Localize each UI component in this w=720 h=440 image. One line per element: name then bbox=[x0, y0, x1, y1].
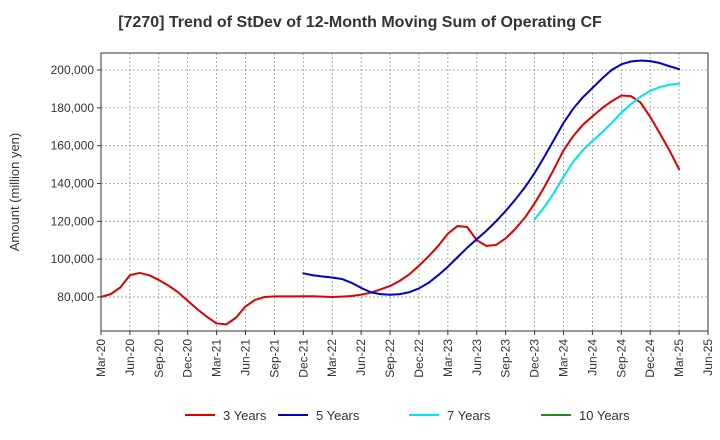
x-tick-label: Jun-21 bbox=[239, 339, 253, 376]
axis-layer: Mar-20 Jun-20 Sep-20 Dec-20 Mar-21 Jun-21 Sep-… bbox=[51, 63, 715, 378]
x-tick-label: Dec-20 bbox=[181, 339, 195, 378]
x-tick-label: Mar-25 bbox=[672, 339, 686, 377]
series-line-5-years bbox=[302, 59, 681, 296]
x-tick-label: Jun-24 bbox=[585, 339, 599, 376]
chart-title: [7270] Trend of StDev of 12-Month Moving… bbox=[118, 14, 602, 31]
y-tick-label: 120,000 bbox=[51, 214, 95, 228]
x-tick-label: Jun-25 bbox=[701, 339, 715, 376]
x-tick-label: Jun-20 bbox=[123, 339, 137, 376]
y-tick-label: 200,000 bbox=[51, 63, 95, 77]
x-tick-label: Dec-22 bbox=[412, 339, 426, 378]
x-tick-label: Sep-20 bbox=[152, 339, 166, 378]
y-axis-title: Amount (million yen) bbox=[7, 133, 22, 252]
series-line-7-years bbox=[533, 82, 681, 221]
grid-layer bbox=[100, 53, 709, 331]
legend: 3 Years 5 Years 7 Years 10 Years bbox=[185, 408, 630, 423]
x-tick-label: Mar-23 bbox=[441, 339, 455, 377]
series-line-3-years bbox=[100, 94, 681, 326]
y-tick-label: 160,000 bbox=[51, 139, 95, 153]
series-layer bbox=[100, 59, 681, 326]
y-tick-label: 140,000 bbox=[51, 176, 95, 190]
x-tick-label: Mar-22 bbox=[325, 339, 339, 377]
x-tick-label: Dec-21 bbox=[296, 339, 310, 378]
x-tick-label: Sep-23 bbox=[499, 339, 513, 378]
legend-label: 3 Years bbox=[223, 408, 267, 423]
plot-frame bbox=[100, 52, 709, 332]
plot-area bbox=[101, 53, 708, 331]
x-tick-label: Dec-23 bbox=[528, 339, 542, 378]
x-tick-label: Mar-24 bbox=[556, 339, 570, 377]
legend-label: 7 Years bbox=[447, 408, 491, 423]
x-tick-label: Sep-24 bbox=[614, 339, 628, 378]
y-tick-label: 180,000 bbox=[51, 101, 95, 115]
x-tick-label: Jun-23 bbox=[470, 339, 484, 376]
y-tick-label: 100,000 bbox=[51, 252, 95, 266]
legend-label: 10 Years bbox=[579, 408, 630, 423]
x-tick-label: Mar-21 bbox=[210, 339, 224, 377]
x-tick-label: Sep-22 bbox=[383, 339, 397, 378]
x-tick-label: Dec-24 bbox=[643, 339, 657, 378]
x-tick-label: Jun-22 bbox=[354, 339, 368, 376]
y-tick-label: 80,000 bbox=[57, 290, 94, 304]
x-tick-label: Sep-21 bbox=[267, 339, 281, 378]
legend-label: 5 Years bbox=[316, 408, 360, 423]
x-tick-label: Mar-20 bbox=[94, 339, 108, 377]
